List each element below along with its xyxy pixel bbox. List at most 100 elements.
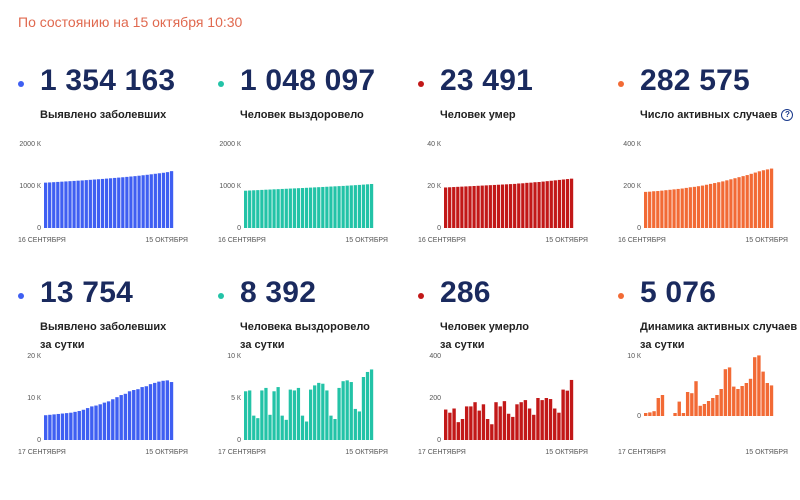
stat-value: 282 575 [640,64,750,97]
bar [252,415,256,440]
bar [48,414,52,440]
bar [492,184,497,228]
bar [90,406,94,440]
bar [717,182,721,228]
bar [753,357,757,416]
bar [321,383,325,440]
question-icon[interactable]: ? [781,109,794,122]
bar [309,187,313,228]
x-tick-label: 17 СЕНТЯБРЯ [418,449,466,456]
card-detected-total: 1 354 163 Выявлено заболевших 0 1000 К 2000 … [18,64,198,274]
bar [765,169,770,228]
bar [519,402,523,440]
bar [725,180,729,228]
bar [664,190,668,228]
y-tick-label: 0 [637,413,641,420]
bar-chart: 0 1000 К 2000 К 16 СЕНТЯБРЯ 15 ОКТЯБРЯ [218,141,388,244]
bar [749,173,753,228]
bar [464,406,469,440]
bar [702,404,707,416]
bar [692,186,697,228]
bar [485,419,490,440]
bar [525,182,529,228]
bar [161,380,165,440]
bar [141,175,145,228]
stat-label: Человек умерло за сутки [440,318,529,354]
bar [719,389,723,416]
x-tick-label: 16 СЕНТЯБРЯ [618,237,666,244]
bar [644,191,648,228]
bar [157,381,161,440]
series-dot-icon [618,81,624,87]
stat-label-line1: Человек умер [440,109,516,121]
y-tick-label: 20 К [427,183,442,190]
y-tick-label: 0 [37,225,41,232]
bar [444,187,448,228]
bar [72,180,76,228]
stat-value: 1 048 097 [240,64,376,97]
bar [94,405,98,440]
as-of-date: По состоянию на 15 октября 10:30 [18,14,243,30]
y-tick-label: 0 [237,225,241,232]
bar [490,424,494,440]
bar [365,371,370,440]
y-tick-label: 400 [429,353,441,360]
bar [548,399,553,440]
bar [309,389,313,440]
x-tick-label: 17 СЕНТЯБРЯ [218,449,266,456]
bar [337,186,341,228]
card-active-total: 282 575 Число активных случаев? 0 200 К 400 … [618,64,798,274]
bar [165,380,170,440]
stat-label-line1: Выявлено заболевших [40,109,167,121]
bar [264,189,268,228]
x-tick-label: 15 ОКТЯБРЯ [145,449,188,456]
x-tick-label: 15 ОКТЯБРЯ [345,237,388,244]
bar [353,408,357,440]
y-tick-label: 10 К [27,395,42,402]
card-deaths-daily: 286 Человек умерло за сутки 0 200 400 17 СЕНТЯ… [418,276,598,486]
y-tick-label: 200 [429,395,441,402]
bar [468,186,472,228]
bar [256,190,260,228]
stat-label: Человек умер [440,106,516,124]
bar-chart: 0 200 К 400 К 16 СЕНТЯБРЯ 15 ОКТЯБРЯ [618,141,788,244]
bar [69,412,73,440]
stat-label-line1: Человека выздоровело [240,321,370,333]
stat-label: Число активных случаев? [640,106,794,124]
bar [660,395,665,416]
bar [500,184,505,228]
bar-chart: 0 1000 К 2000 К 16 СЕНТЯБРЯ 15 ОКТЯБРЯ [18,141,188,244]
stat-label-line1: Динамика активных случаев [640,321,798,333]
bar [248,190,252,228]
bar [284,419,288,440]
bar [100,178,105,228]
bar [448,412,452,440]
y-tick-label: 0 [237,437,241,444]
bar [656,191,660,228]
bar [345,185,349,228]
bar [353,185,357,228]
bar [473,402,477,440]
bar [544,398,549,440]
bar [77,411,81,440]
y-tick-label: 1000 К [219,183,242,190]
bar [744,383,749,416]
bar [565,179,570,228]
bar [296,188,301,228]
bar [313,187,317,228]
bar [76,180,80,228]
bar [349,185,353,228]
bar [652,191,656,228]
bar [252,190,256,228]
bar [690,393,694,416]
bar [681,413,686,416]
bar [557,412,561,440]
series-dot-icon [18,293,24,299]
bar [136,389,140,440]
bar [357,184,362,228]
x-tick-label: 15 ОКТЯБРЯ [545,449,588,456]
bar-chart: 0 10 К 17 СЕНТЯБРЯ 15 ОКТЯБРЯ [618,353,788,456]
bar [569,178,574,228]
bar [284,188,288,228]
bar [333,419,337,440]
